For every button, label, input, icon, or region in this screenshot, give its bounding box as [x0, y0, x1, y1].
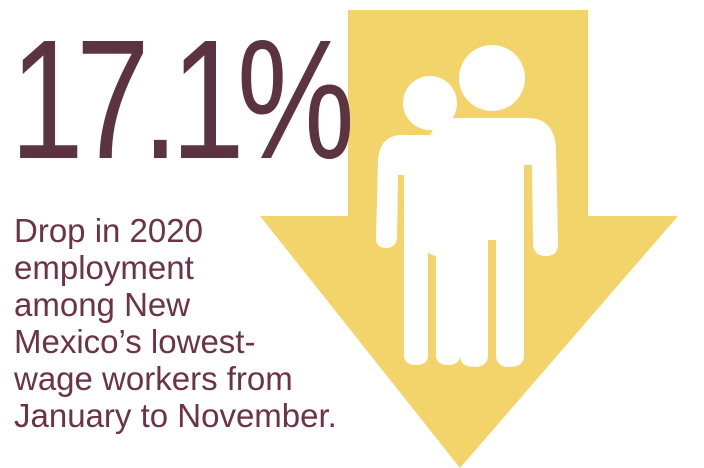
two-people-icon: [376, 45, 558, 367]
stat-value: 17.1%: [10, 5, 355, 195]
stat-caption: Drop in 2020 employment among New Mexico…: [14, 212, 337, 434]
